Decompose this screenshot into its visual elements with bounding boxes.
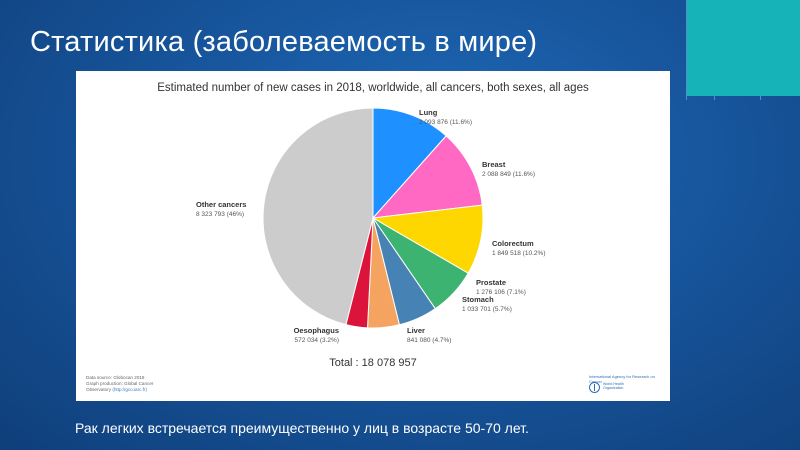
source-link[interactable]: (http://gco.iarc.fr) bbox=[112, 387, 148, 392]
slide-title: Статистика (заболеваемость в мире) bbox=[30, 26, 538, 58]
pie-slice-colorectum bbox=[371, 204, 484, 274]
slice-label-prostate: Prostate bbox=[476, 278, 506, 287]
source-line-text: Observatory bbox=[86, 387, 112, 392]
source-line: Graph production: Global Cancer bbox=[86, 381, 154, 386]
slice-label-liver: Liver bbox=[407, 326, 425, 335]
iarc-label: International Agency for Research on Can… bbox=[589, 374, 655, 384]
slice-label-breast: Breast bbox=[482, 160, 506, 169]
who-text: World Health Organization bbox=[603, 382, 624, 390]
source-line: Data source: Globocan 2018 bbox=[86, 375, 145, 380]
pie-slice-breast bbox=[371, 135, 483, 219]
slice-value-stomach: 1 033 701 (5.7%) bbox=[462, 306, 512, 313]
who-text-line: Organization bbox=[603, 386, 624, 391]
slice-label-stomach: Stomach bbox=[462, 295, 494, 304]
decorative-line bbox=[686, 0, 687, 100]
chart-title: Estimated number of new cases in 2018, w… bbox=[157, 82, 589, 94]
who-text-line: World Health bbox=[603, 382, 624, 386]
slice-value-other-cancers: 8 323 793 (46%) bbox=[196, 211, 244, 218]
slice-value-lung: 2 093 876 (11.6%) bbox=[419, 119, 472, 126]
source-line: Observatory (http://gco.iarc.fr) bbox=[86, 387, 153, 393]
slide-caption: Рак легких встречается преимущественно у… bbox=[75, 420, 529, 436]
pie-slice-lung bbox=[372, 107, 447, 220]
slice-label-other-cancers: Other cancers bbox=[196, 200, 246, 209]
chart-panel: Estimated number of new cases in 2018, w… bbox=[76, 71, 670, 401]
pie-slice-other-cancers bbox=[262, 107, 374, 326]
who-logo: World Health Organization bbox=[589, 381, 635, 395]
slice-label-colorectum: Colorectum bbox=[492, 239, 534, 248]
slice-value-prostate: 1 276 106 (7.1%) bbox=[476, 289, 526, 296]
slice-label-lung: Lung bbox=[419, 108, 438, 117]
slice-value-oesophagus: 572 034 (3.2%) bbox=[295, 337, 339, 344]
slice-label-oesophagus: Oesophagus bbox=[294, 326, 339, 335]
slice-value-breast: 2 088 849 (11.6%) bbox=[482, 171, 535, 178]
slice-value-colorectum: 1 849 518 (10.2%) bbox=[492, 250, 545, 257]
who-emblem-icon bbox=[589, 382, 600, 393]
decorative-accent-box bbox=[687, 0, 800, 96]
pie-chart: Lung 2 093 876 (11.6%) Breast 2 088 849 (11… bbox=[196, 107, 545, 344]
slice-value-liver: 841 080 (4.7%) bbox=[407, 337, 451, 344]
chart-total: Total : 18 078 957 bbox=[329, 357, 417, 369]
data-source-note: Data source: Globocan 2018 Graph product… bbox=[86, 375, 153, 393]
